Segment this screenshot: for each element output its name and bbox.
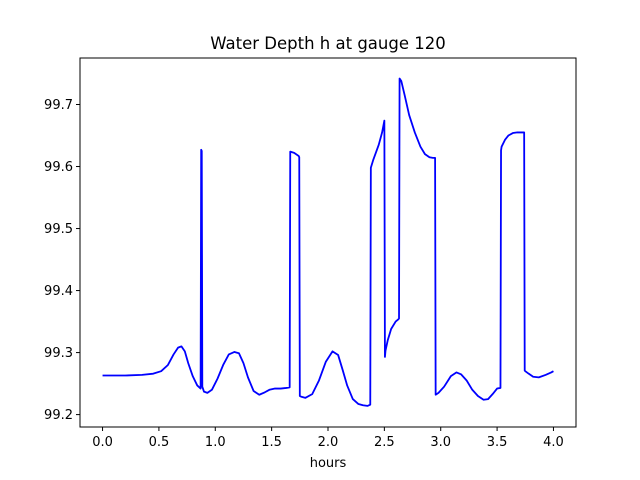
- x-tick-label: 2.5: [374, 435, 395, 450]
- x-tick-label: 0.0: [92, 435, 113, 450]
- y-tick-label: 99.7: [44, 98, 73, 113]
- y-tick-label: 99.5: [44, 222, 73, 237]
- x-tick-label: 1.5: [261, 435, 282, 450]
- y-tick-label: 99.6: [44, 160, 73, 175]
- x-tick-label: 3.5: [487, 435, 508, 450]
- x-tick-label: 4.0: [543, 435, 564, 450]
- series-line-0: [102, 77, 554, 407]
- x-tick-label: 3.0: [430, 435, 451, 450]
- x-tick-label: 2.0: [318, 435, 339, 450]
- x-axis-label: hours: [310, 456, 347, 471]
- series-layer: [102, 77, 554, 407]
- x-axis-ticks: 0.0 0.5 1.0 1.5 2.0 2.5 3.0 3.5 4.0: [92, 427, 564, 450]
- y-tick-label: 99.4: [44, 284, 73, 299]
- x-tick-label: 1.0: [205, 435, 226, 450]
- y-axis-ticks: 99.2 99.3 99.4 99.5 99.6 99.7: [44, 98, 80, 423]
- x-tick-label: 0.5: [149, 435, 170, 450]
- chart-title: Water Depth h at gauge 120: [210, 34, 445, 53]
- y-tick-label: 99.3: [44, 346, 73, 361]
- y-tick-label: 99.2: [44, 408, 73, 423]
